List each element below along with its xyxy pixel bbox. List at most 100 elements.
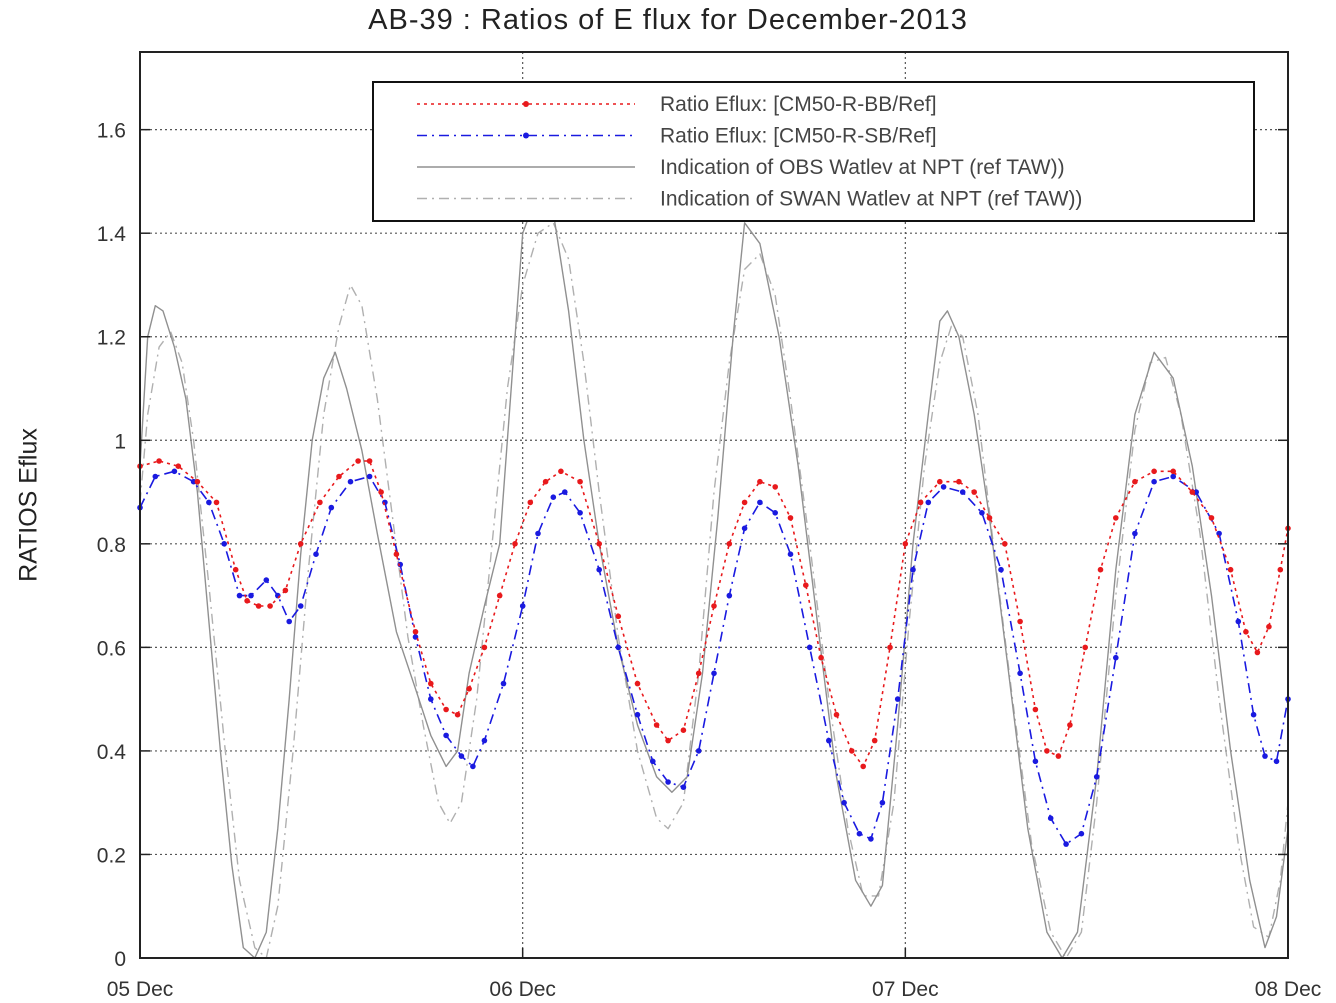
data-point (519, 603, 526, 609)
y-tick-label: 0.4 (97, 741, 127, 764)
data-point (833, 711, 840, 718)
data-point (979, 510, 985, 516)
data-point (562, 489, 568, 495)
data-point (248, 592, 254, 599)
data-point (711, 603, 717, 609)
data-point (355, 458, 361, 464)
data-point (1097, 566, 1104, 573)
legend: Ratio Eflux: [CM50-R-BB/Ref] Ratio Eflux:… (372, 81, 1255, 222)
data-point (665, 779, 671, 785)
series-line (139, 191, 1289, 959)
data-point (868, 836, 874, 842)
data-point (1227, 566, 1234, 573)
data-point (282, 587, 289, 594)
data-point (726, 592, 733, 599)
data-point (826, 737, 832, 744)
data-point (297, 541, 304, 547)
data-point (856, 830, 863, 837)
data-point (910, 566, 916, 573)
y-tick-label: 1 (114, 430, 126, 453)
data-point (803, 582, 809, 588)
data-point (317, 499, 323, 506)
data-point (347, 478, 354, 485)
data-point (757, 499, 763, 506)
x-tick-label: 06 Dec (489, 978, 556, 1001)
data-point (806, 644, 813, 651)
data-point (1193, 489, 1199, 495)
data-point (255, 603, 262, 609)
data-point (956, 478, 962, 485)
data-point (328, 504, 335, 511)
data-point (458, 753, 465, 759)
y-tick-label: 0 (114, 948, 126, 971)
data-point (1002, 541, 1008, 547)
data-point (1254, 649, 1261, 656)
data-point (787, 515, 794, 521)
data-point (1017, 670, 1023, 677)
data-point (1262, 753, 1268, 759)
series-group (139, 222, 1289, 959)
data-point (175, 463, 182, 470)
data-point (986, 515, 993, 521)
data-point (336, 473, 342, 480)
data-point (466, 686, 472, 692)
data-point (787, 551, 794, 557)
data-point (902, 541, 909, 547)
data-point (454, 711, 461, 718)
data-point (1243, 629, 1249, 635)
data-point (171, 468, 178, 475)
data-point (1273, 758, 1280, 765)
data-point (925, 499, 932, 506)
data-point (1032, 706, 1039, 713)
data-point (313, 551, 319, 557)
data-point (527, 499, 534, 506)
series-group (137, 468, 1291, 847)
data-point (757, 478, 763, 485)
data-point (267, 603, 273, 609)
data-point (286, 618, 293, 625)
data-point (1170, 468, 1176, 475)
data-point (650, 758, 656, 765)
data-point (496, 592, 503, 599)
data-point (711, 670, 717, 677)
data-point (1047, 815, 1054, 821)
data-point (1082, 644, 1088, 651)
y-tick-label: 1.4 (97, 223, 127, 246)
data-point (615, 613, 622, 620)
data-point (695, 748, 702, 754)
axis-ticks: 0 0.2 0.4 0.6 0.8 1 1.2 1.4 1.6 05 Dec 06 Dec 07 De… (97, 120, 1321, 1001)
data-point (366, 473, 373, 480)
x-tick-label: 08 Dec (1255, 978, 1322, 1001)
series-line (139, 222, 1289, 959)
data-point (653, 722, 660, 728)
data-point (1113, 515, 1119, 521)
legend-label: Ratio Eflux: [CM50-R-SB/Ref] (660, 125, 937, 148)
data-point (596, 566, 602, 573)
data-point (236, 592, 243, 599)
legend-label: Indication of OBS Watlev at NPT (ref TAW… (660, 156, 1065, 179)
data-point (937, 478, 943, 485)
series-group (139, 191, 1289, 959)
data-point (940, 484, 947, 490)
data-point (244, 598, 250, 604)
series-line (139, 460, 1289, 768)
data-point (1277, 566, 1284, 573)
data-point (412, 629, 419, 635)
data-point (1017, 618, 1023, 625)
data-point (998, 566, 1004, 573)
data-point (194, 478, 201, 485)
data-point (596, 541, 602, 547)
legend-marker-swatch (523, 132, 529, 139)
legend-label: Indication of SWAN Watlev at NPT (ref TA… (660, 188, 1082, 211)
data-point (558, 468, 564, 475)
data-point (481, 737, 488, 744)
legend-marker-swatch (523, 101, 529, 107)
y-tick-label: 1.2 (97, 327, 126, 350)
data-point (772, 484, 778, 490)
data-point (1032, 758, 1039, 765)
legend-box (372, 81, 1255, 222)
x-tick-label: 07 Dec (872, 978, 939, 1001)
data-point (741, 499, 748, 506)
data-point (393, 551, 400, 557)
